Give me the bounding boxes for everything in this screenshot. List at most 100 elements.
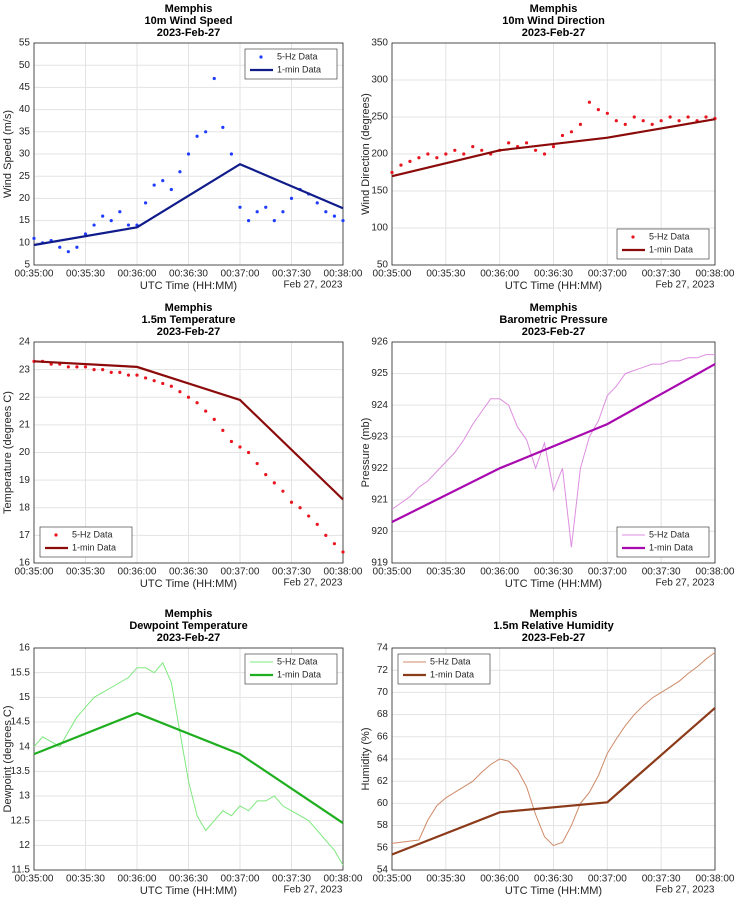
data-point bbox=[101, 368, 105, 372]
axes-box bbox=[391, 42, 716, 266]
data-point bbox=[332, 542, 337, 546]
chart-title: Memphis bbox=[530, 608, 578, 620]
chart-title: 10m Wind Speed bbox=[145, 15, 233, 27]
x-tick-label: 00:35:30 bbox=[426, 269, 465, 280]
y-tick-label: 50 bbox=[19, 60, 31, 71]
data-point bbox=[169, 384, 173, 388]
data-point bbox=[143, 201, 148, 205]
x-tick-label: 00:36:00 bbox=[118, 874, 157, 885]
plot: 16 17 18 19 20 21 22 23 24 00:35:00 00:35:30 00:36:… bbox=[2, 302, 363, 590]
y-tick-label: 14.5 bbox=[11, 717, 31, 728]
data-point bbox=[677, 119, 681, 123]
data-point bbox=[462, 152, 466, 156]
y-axis-label: Pressure (mb) bbox=[360, 418, 372, 488]
chart-title: 2023-Feb-27 bbox=[522, 27, 586, 39]
y-tick-label: 20 bbox=[19, 193, 31, 204]
legend-label: 1-min Data bbox=[649, 244, 693, 254]
data-point bbox=[315, 201, 319, 205]
y-tick-label: 19 bbox=[19, 475, 31, 486]
x-tick-label: 00:37:00 bbox=[588, 567, 627, 578]
legend-label: 1-min Data bbox=[277, 64, 321, 74]
x-tick-label: 00:36:00 bbox=[118, 269, 157, 280]
data-point bbox=[569, 130, 574, 134]
plot: 919 920 921 922 923 924 925 926 00:35:00 00:35:30… bbox=[360, 302, 735, 590]
date-label: Feb 27, 2023 bbox=[284, 280, 343, 291]
x-tick-label: 00:37:00 bbox=[588, 874, 627, 885]
axes-box bbox=[33, 647, 344, 871]
data-point bbox=[75, 245, 79, 249]
chart-title: 2023-Feb-27 bbox=[522, 326, 586, 338]
data-point bbox=[255, 210, 259, 214]
data-point bbox=[587, 100, 591, 104]
x-tick-label: 00:38:00 bbox=[696, 567, 735, 578]
y-tick-label: 15 bbox=[19, 215, 31, 226]
data-point bbox=[83, 232, 88, 236]
data-point bbox=[238, 445, 242, 449]
x-tick-label: 00:36:30 bbox=[534, 567, 573, 578]
y-tick-label: 12.5 bbox=[11, 815, 31, 826]
legend-swatch bbox=[54, 533, 58, 537]
data-line bbox=[33, 711, 344, 825]
chart-title: 2023-Feb-27 bbox=[522, 632, 586, 644]
x-tick-label: 00:35:30 bbox=[66, 567, 105, 578]
axes-box bbox=[391, 647, 716, 871]
x-tick-label: 00:36:30 bbox=[169, 567, 208, 578]
x-tick-label: 00:35:30 bbox=[426, 874, 465, 885]
data-point bbox=[204, 409, 208, 413]
data-point bbox=[272, 481, 276, 485]
data-point bbox=[614, 119, 618, 123]
x-tick-label: 00:35:00 bbox=[15, 269, 54, 280]
data-point bbox=[704, 115, 708, 119]
data-point bbox=[668, 115, 672, 119]
data-point bbox=[169, 187, 173, 192]
y-tick-label: 17 bbox=[19, 530, 31, 541]
data-point bbox=[324, 533, 328, 537]
data-point bbox=[417, 156, 421, 160]
y-tick-label: 18 bbox=[19, 502, 31, 513]
data-point bbox=[324, 210, 328, 214]
y-tick-label: 920 bbox=[371, 526, 388, 537]
axes-box bbox=[391, 341, 716, 564]
data-point bbox=[101, 214, 105, 218]
y-tick-label: 20 bbox=[19, 447, 31, 458]
data-line bbox=[33, 360, 344, 501]
x-tick-label: 00:37:30 bbox=[272, 567, 311, 578]
data-point bbox=[289, 500, 294, 504]
y-tick-label: 11.5 bbox=[11, 865, 30, 876]
data-point bbox=[551, 145, 556, 149]
x-tick-label: 00:36:00 bbox=[480, 874, 519, 885]
data-point bbox=[264, 473, 268, 477]
plot: 50 100 150 200 250 300 350 00:35:00 00:35:30 00:3… bbox=[360, 3, 735, 292]
data-point bbox=[229, 439, 234, 444]
data-point bbox=[471, 145, 475, 149]
data-point bbox=[186, 395, 191, 399]
data-point bbox=[161, 179, 165, 183]
x-axis-label: UTC Time (HH:MM) bbox=[140, 885, 237, 897]
chart-title: 2023-Feb-27 bbox=[157, 632, 221, 644]
x-tick-label: 00:38:00 bbox=[324, 567, 363, 578]
chart-title: Memphis bbox=[530, 302, 578, 314]
legend-box bbox=[616, 526, 710, 558]
y-tick-label: 13.5 bbox=[11, 766, 31, 777]
date-label: Feb 27, 2023 bbox=[656, 578, 715, 589]
data-point bbox=[341, 219, 345, 223]
axes-box bbox=[33, 341, 344, 564]
data-point bbox=[289, 196, 294, 200]
data-point bbox=[246, 450, 251, 455]
date-label: Feb 27, 2023 bbox=[284, 885, 343, 896]
y-tick-label: 14 bbox=[19, 741, 31, 752]
x-tick-label: 00:36:00 bbox=[480, 567, 519, 578]
data-point bbox=[641, 119, 645, 123]
data-point bbox=[264, 205, 268, 209]
date-label: Feb 27, 2023 bbox=[284, 578, 343, 589]
x-tick-label: 00:36:30 bbox=[169, 874, 208, 885]
y-tick-label: 5 bbox=[24, 260, 30, 271]
chart-title: 1.5m Relative Humidity bbox=[493, 620, 614, 632]
legend-box bbox=[616, 228, 710, 260]
y-tick-label: 62 bbox=[377, 776, 389, 787]
x-axis-label: UTC Time (HH:MM) bbox=[140, 578, 237, 590]
data-point bbox=[605, 111, 609, 115]
x-tick-label: 00:37:30 bbox=[272, 269, 311, 280]
data-line bbox=[33, 661, 344, 866]
data-point bbox=[399, 163, 403, 167]
